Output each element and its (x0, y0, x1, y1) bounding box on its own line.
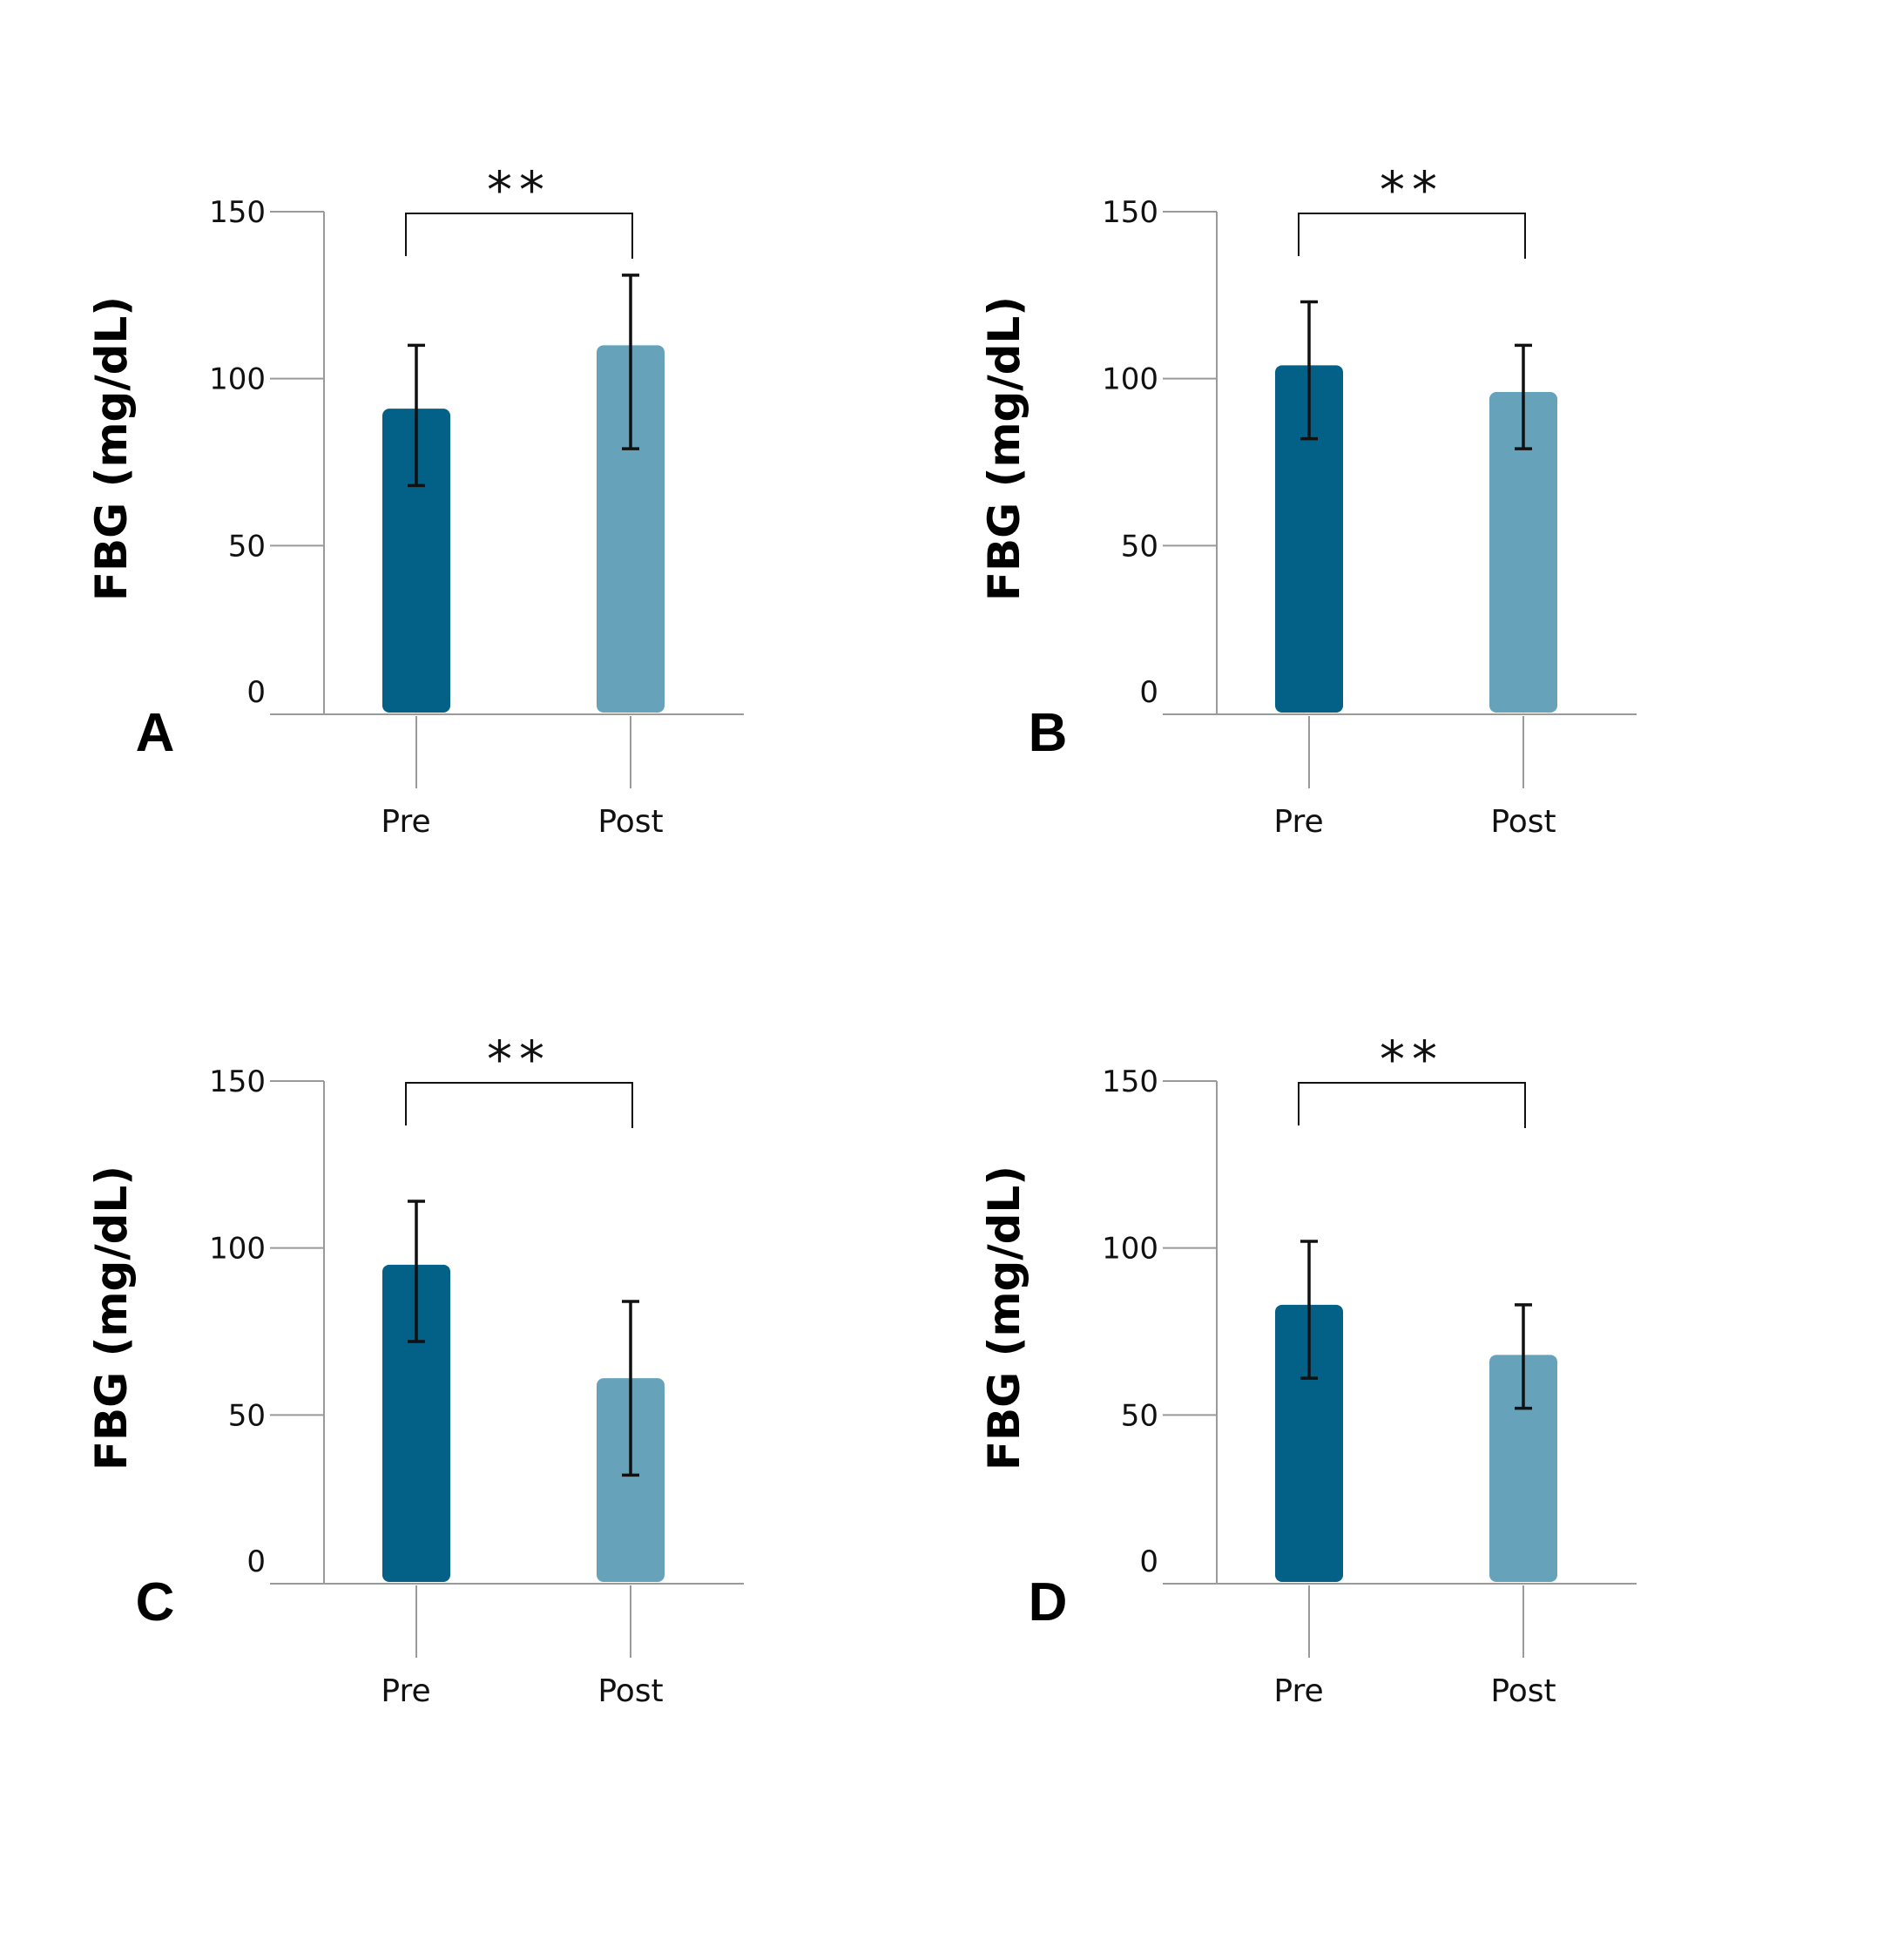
significance-bracket (1298, 1082, 1526, 1128)
x-tick-label-pre: Pre (381, 804, 430, 840)
x-tick-label-post: Post (1490, 1673, 1556, 1709)
y-tick-label: 150 (1102, 195, 1158, 230)
y-tick-label: 100 (209, 1232, 266, 1267)
x-tick-label-pre: Pre (1273, 804, 1323, 840)
y-tick-label: 100 (209, 362, 266, 397)
bar-pre (382, 1264, 450, 1582)
x-tick-label-pre: Pre (381, 1673, 430, 1709)
y-axis-title: FBG (mg/dL) (979, 296, 1030, 601)
y-tick-label: 150 (209, 1064, 266, 1099)
y-axis-title: FBG (mg/dL) (979, 1166, 1030, 1470)
bar-pre (382, 409, 450, 713)
x-tick-label-post: Post (597, 1673, 663, 1709)
significance-label: ** (1380, 160, 1444, 220)
chart-panel-d: 0 50 100 150 FBG (mg/dL) Pre Post ** D (979, 1030, 1637, 1709)
x-tick-label-post: Post (1490, 804, 1556, 840)
y-tick-label: 50 (228, 1398, 266, 1433)
x-tick-label-pre: Pre (1273, 1673, 1323, 1709)
panel-letter: A (136, 703, 175, 763)
chart-panel-a: 0 50 100 150 FBG (mg/dL) Pre Post ** A (86, 160, 744, 840)
y-tick-label: 0 (246, 1544, 266, 1579)
y-tick-label: 150 (209, 195, 266, 230)
chart-panel-b: 0 50 100 150 FBG (mg/dL) Pre Post ** B (979, 160, 1637, 840)
y-tick-label: 100 (1102, 1232, 1158, 1267)
y-tick-label: 0 (246, 675, 266, 710)
y-tick-label: 100 (1102, 362, 1158, 397)
significance-bracket (405, 213, 633, 259)
y-axis-title: FBG (mg/dL) (86, 296, 137, 601)
bar-post (1489, 1355, 1557, 1582)
significance-bracket (1298, 213, 1526, 259)
panel-letter: C (136, 1572, 175, 1632)
bar-pre (1275, 1304, 1343, 1582)
y-tick-label: 0 (1139, 675, 1158, 710)
significance-label: ** (1380, 1030, 1444, 1089)
y-tick-label: 50 (1121, 529, 1158, 564)
significance-bracket (405, 1082, 633, 1128)
bar-post (1489, 392, 1557, 713)
significance-label: ** (487, 1030, 551, 1089)
y-axis-title: FBG (mg/dL) (86, 1166, 137, 1470)
y-tick-label: 50 (228, 529, 266, 564)
y-tick-label: 50 (1121, 1398, 1158, 1433)
x-tick-label-post: Post (597, 804, 663, 840)
bar-post (597, 1378, 665, 1582)
panel-letter: B (1029, 703, 1068, 763)
bar-pre (1275, 365, 1343, 713)
bar-post (597, 345, 665, 713)
y-tick-label: 150 (1102, 1064, 1158, 1099)
panel-letter: D (1029, 1572, 1068, 1632)
chart-panel-c: 0 50 100 150 FBG (mg/dL) Pre Post ** C (86, 1030, 744, 1709)
y-tick-label: 0 (1139, 1544, 1158, 1579)
significance-label: ** (487, 160, 551, 220)
